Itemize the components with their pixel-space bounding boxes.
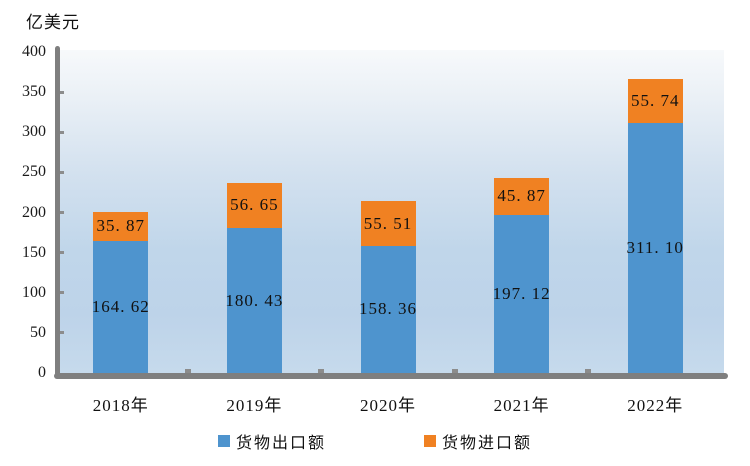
y-tick-label: 300 <box>22 123 46 141</box>
bar-value-label: 311. 10 <box>626 238 684 258</box>
legend-item-import: 货物进口额 <box>424 429 532 453</box>
bar-value-label: 197. 12 <box>492 283 551 303</box>
bar-value-label: 158. 36 <box>359 299 417 319</box>
legend-swatch-import <box>424 435 436 447</box>
bar-value-label: 56. 65 <box>230 195 279 215</box>
bar-segment-export <box>226 228 282 373</box>
x-axis-label: 2021年 <box>493 396 550 415</box>
x-tick-mark <box>585 369 592 373</box>
bar-value-label: 55. 51 <box>363 213 413 233</box>
x-axis-label: 2020年 <box>360 396 416 415</box>
x-axis-label: 2019年 <box>226 396 283 415</box>
x-tick-mark <box>318 369 325 373</box>
bar-segment-import <box>226 182 282 229</box>
legend: 货物出口额 货物进口额 <box>0 429 750 453</box>
x-tick-mark <box>451 369 458 373</box>
bar-value-label: 55. 74 <box>630 90 680 110</box>
y-axis-line <box>55 46 60 379</box>
legend-label-export: 货物出口额 <box>235 435 326 452</box>
x-axis-label: 2018年 <box>92 396 149 415</box>
y-tick-mark <box>60 170 64 174</box>
y-axis-unit-label: 亿美元 <box>26 13 80 32</box>
bar-value-label: 45. 87 <box>497 186 546 206</box>
y-tick-label: 400 <box>22 43 46 60</box>
bar-value-label: 180. 43 <box>225 290 284 310</box>
y-tick-label: 100 <box>22 283 46 301</box>
y-tick-mark <box>60 211 64 214</box>
y-tick-mark <box>60 130 64 134</box>
y-tick-mark <box>60 331 64 335</box>
y-tick-mark <box>60 251 64 255</box>
bar-segment-import <box>93 212 149 241</box>
y-tick-label: 200 <box>22 203 46 221</box>
x-axis-label: 2022年 <box>627 396 684 415</box>
bar-segment-import <box>627 78 683 124</box>
y-tick-label: 350 <box>22 83 46 101</box>
y-tick-label: 150 <box>22 243 46 261</box>
legend-label-import: 货物进口额 <box>442 435 533 452</box>
bar-segment-export <box>93 240 149 373</box>
y-tick-mark <box>60 291 64 295</box>
bar-segment-import <box>494 178 550 215</box>
legend-swatch-export <box>217 435 230 447</box>
legend-item-export: 货物出口额 <box>217 429 326 453</box>
y-tick-label: 50 <box>30 323 46 341</box>
x-axis-line <box>54 373 728 379</box>
y-tick-label: 0 <box>38 364 46 381</box>
y-tick-mark <box>60 90 64 94</box>
bar-segment-import <box>360 201 416 246</box>
y-tick-label: 250 <box>22 163 46 181</box>
bar-segment-export <box>627 123 683 373</box>
bar-segment-export <box>494 214 550 373</box>
x-tick-mark <box>184 369 191 373</box>
bar-value-label: 164. 62 <box>91 296 150 316</box>
bar-value-label: 35. 87 <box>96 216 146 236</box>
bar-segment-export <box>360 245 416 373</box>
